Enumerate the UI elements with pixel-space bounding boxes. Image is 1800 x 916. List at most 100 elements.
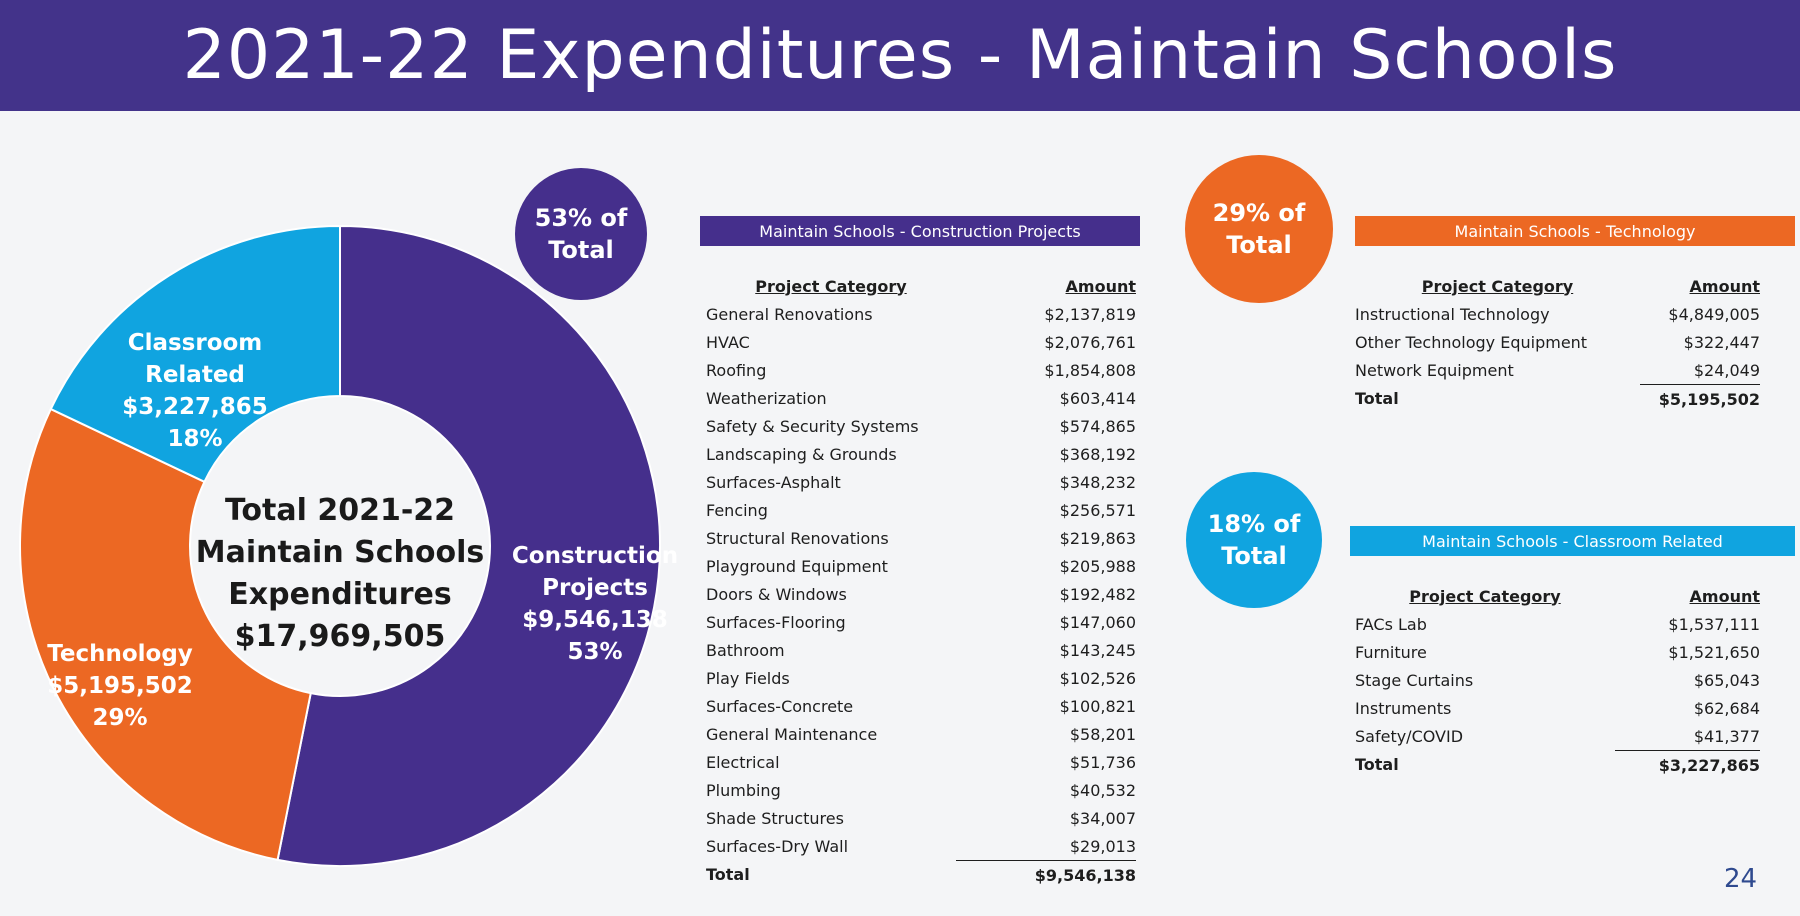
table-row: Weatherization $603,414 xyxy=(706,384,1136,412)
technology-banner: Maintain Schools - Technology xyxy=(1355,216,1795,246)
total-row: Total $9,546,138 xyxy=(706,860,1136,889)
classroom-segment-label: Classroom Related $3,227,865 18% xyxy=(95,327,295,455)
category-cell: Plumbing xyxy=(706,780,781,800)
technology-badge-line1: 29% of xyxy=(1212,199,1306,227)
table-row: Surfaces-Dry Wall $29,013 xyxy=(706,832,1136,861)
category-cell: Landscaping & Grounds xyxy=(706,444,897,464)
category-cell: Network Equipment xyxy=(1355,360,1514,380)
classroom-label-amount: $3,227,865 xyxy=(122,394,268,420)
table-row: Instruments $62,684 xyxy=(1355,694,1760,722)
category-cell: Fencing xyxy=(706,500,768,520)
construction-label-amount: $9,546,138 xyxy=(522,607,668,633)
table-row: Structural Renovations $219,863 xyxy=(706,524,1136,552)
construction-header-amount: Amount xyxy=(1065,276,1136,296)
classroom-header-category: Project Category xyxy=(1409,586,1561,606)
table-row: Safety & Security Systems $574,865 xyxy=(706,412,1136,440)
amount-cell: $4,849,005 xyxy=(1668,304,1760,324)
amount-cell: $34,007 xyxy=(1069,808,1136,828)
amount-cell: $1,521,650 xyxy=(1668,642,1760,662)
category-cell: Shade Structures xyxy=(706,808,844,828)
amount-cell: $574,865 xyxy=(1059,416,1136,436)
construction-header-category: Project Category xyxy=(755,276,907,296)
total-amount: $5,195,502 xyxy=(1640,384,1760,413)
total-label: Total xyxy=(1355,755,1399,775)
amount-cell: $65,043 xyxy=(1693,670,1760,690)
amount-cell: $603,414 xyxy=(1059,388,1136,408)
amount-cell: $322,447 xyxy=(1683,332,1760,352)
amount-cell: $58,201 xyxy=(1069,724,1136,744)
table-row: General Renovations $2,137,819 xyxy=(706,300,1136,328)
category-cell: FACs Lab xyxy=(1355,614,1427,634)
table-row: Playground Equipment $205,988 xyxy=(706,552,1136,580)
center-amount: $17,969,505 xyxy=(234,619,446,654)
table-row: Doors & Windows $192,482 xyxy=(706,580,1136,608)
technology-label-amount: $5,195,502 xyxy=(47,673,193,699)
amount-cell: $29,013 xyxy=(1069,836,1136,856)
table-row: Safety/COVID $41,377 xyxy=(1355,722,1760,751)
construction-badge-line2: Total xyxy=(548,236,614,264)
table-row: Bathroom $143,245 xyxy=(706,636,1136,664)
table-row: HVAC $2,076,761 xyxy=(706,328,1136,356)
classroom-slice xyxy=(49,224,341,484)
technology-label-line1: Technology xyxy=(47,641,193,667)
category-cell: HVAC xyxy=(706,332,750,352)
category-cell: Stage Curtains xyxy=(1355,670,1474,690)
category-cell: Instruments xyxy=(1355,698,1452,718)
category-cell: Structural Renovations xyxy=(706,528,889,548)
construction-label-pct: 53% xyxy=(567,639,623,665)
table-row: Play Fields $102,526 xyxy=(706,664,1136,692)
classroom-banner: Maintain Schools - Classroom Related xyxy=(1350,526,1795,556)
table-row: Stage Curtains $65,043 xyxy=(1355,666,1760,694)
category-cell: Other Technology Equipment xyxy=(1355,332,1588,352)
table-row: General Maintenance $58,201 xyxy=(706,720,1136,748)
category-cell: General Renovations xyxy=(706,304,873,324)
amount-cell: $368,192 xyxy=(1059,444,1136,464)
technology-segment-label: Technology $5,195,502 29% xyxy=(20,638,220,734)
amount-cell: $348,232 xyxy=(1059,472,1136,492)
category-cell: Roofing xyxy=(706,360,767,380)
classroom-label-line1: Classroom xyxy=(127,330,263,356)
table-row: Furniture $1,521,650 xyxy=(1355,638,1760,666)
technology-slice xyxy=(19,407,312,862)
amount-cell: $192,482 xyxy=(1059,584,1136,604)
amount-cell: $2,076,761 xyxy=(1044,332,1136,352)
category-cell: General Maintenance xyxy=(706,724,878,744)
construction-percent-badge: 53% of Total xyxy=(515,168,647,300)
table-row: Other Technology Equipment $322,447 xyxy=(1355,328,1760,356)
table-row: Instructional Technology $4,849,005 xyxy=(1355,300,1760,328)
category-cell: Weatherization xyxy=(706,388,827,408)
category-cell: Safety & Security Systems xyxy=(706,416,919,436)
table-row: Landscaping & Grounds $368,192 xyxy=(706,440,1136,468)
construction-segment-label: Construction Projects $9,546,138 53% xyxy=(505,540,685,668)
total-label: Total xyxy=(1355,389,1399,409)
classroom-label-line2: Related xyxy=(145,362,245,388)
page-title: 2021-22 Expenditures - Maintain Schools xyxy=(182,16,1618,95)
category-cell: Play Fields xyxy=(706,668,790,688)
total-row: Total $3,227,865 xyxy=(1355,750,1760,779)
total-amount: $3,227,865 xyxy=(1615,750,1760,779)
technology-badge-line2: Total xyxy=(1226,231,1292,259)
amount-cell: $2,137,819 xyxy=(1044,304,1136,324)
construction-table: Project Category Amount General Renovati… xyxy=(706,272,1136,889)
amount-cell: $62,684 xyxy=(1693,698,1760,718)
amount-cell: $143,245 xyxy=(1059,640,1136,660)
construction-label-line2: Projects xyxy=(542,575,648,601)
table-row: Surfaces-Asphalt $348,232 xyxy=(706,468,1136,496)
amount-cell: $256,571 xyxy=(1059,500,1136,520)
classroom-badge-line1: 18% of xyxy=(1207,510,1301,538)
technology-table: Project Category Amount Instructional Te… xyxy=(1355,272,1760,413)
table-row: Surfaces-Flooring $147,060 xyxy=(706,608,1136,636)
donut-center-text: Total 2021-22 Maintain Schools Expenditu… xyxy=(190,490,490,658)
table-row: Electrical $51,736 xyxy=(706,748,1136,776)
construction-label-line1: Construction xyxy=(511,543,679,569)
donut-chart xyxy=(19,224,661,867)
classroom-header-amount: Amount xyxy=(1689,586,1760,606)
table-row: Roofing $1,854,808 xyxy=(706,356,1136,384)
category-cell: Safety/COVID xyxy=(1355,726,1464,746)
category-cell: Furniture xyxy=(1355,642,1427,662)
category-cell: Instructional Technology xyxy=(1355,304,1550,324)
amount-cell: $1,854,808 xyxy=(1044,360,1136,380)
classroom-percent-badge: 18% of Total xyxy=(1186,472,1322,608)
amount-cell: $147,060 xyxy=(1059,612,1136,632)
category-cell: Surfaces-Asphalt xyxy=(706,472,841,492)
